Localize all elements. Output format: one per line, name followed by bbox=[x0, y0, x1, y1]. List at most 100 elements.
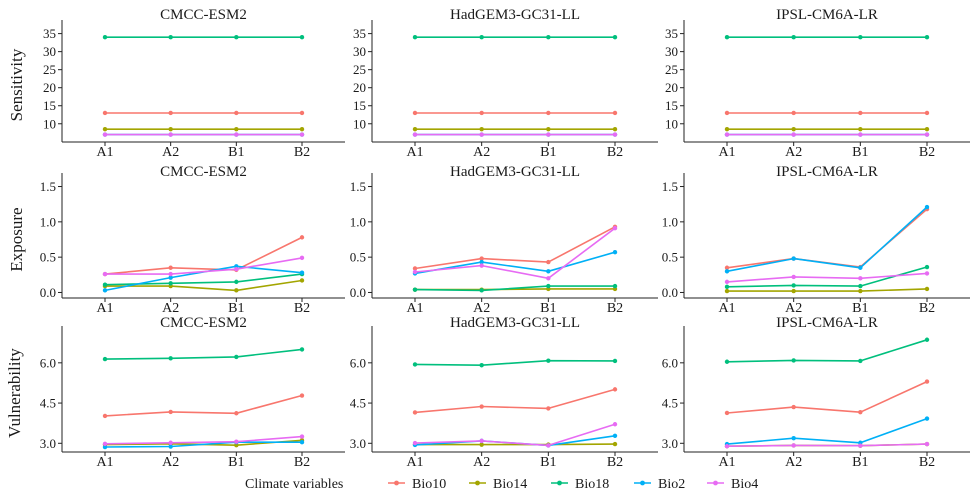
data-point-bio4 bbox=[724, 279, 730, 285]
series-line-bio4 bbox=[105, 257, 303, 275]
data-point-bio18 bbox=[234, 35, 239, 40]
y-tick-label: 15 bbox=[43, 98, 56, 113]
data-point-bio4 bbox=[791, 443, 796, 448]
data-point-bio14 bbox=[546, 126, 551, 132]
data-point-bio14 bbox=[299, 126, 305, 132]
data-point-bio2 bbox=[612, 250, 618, 255]
data-point-bio4 bbox=[546, 132, 551, 137]
data-point-bio2 bbox=[479, 259, 484, 265]
series-line-bio4 bbox=[414, 423, 616, 447]
y-tick-label: 25 bbox=[43, 62, 56, 77]
y-tick-label: 1.0 bbox=[40, 214, 56, 229]
data-point-bio2 bbox=[102, 444, 108, 450]
data-point-bio14 bbox=[234, 126, 239, 132]
data-point-bio10 bbox=[791, 110, 796, 116]
series-line-bio4 bbox=[104, 435, 303, 445]
data-point-bio10 bbox=[479, 404, 484, 409]
x-tick-label-a1: A1 bbox=[718, 301, 735, 316]
y-tick-label: 0.0 bbox=[350, 285, 366, 300]
x-tick-label-b1: B1 bbox=[852, 301, 868, 316]
series-line-bio10 bbox=[414, 388, 616, 414]
data-point-bio4 bbox=[168, 132, 173, 137]
x-tick-label-a2: A2 bbox=[785, 301, 802, 316]
series-line-bio10 bbox=[104, 394, 303, 417]
series-line-bio4 bbox=[726, 272, 928, 283]
data-point-bio14 bbox=[479, 126, 484, 132]
data-point-bio18 bbox=[412, 35, 418, 40]
data-point-bio10 bbox=[791, 404, 796, 410]
series-line-bio10 bbox=[726, 380, 928, 414]
legend-item-bio10: Bio10 bbox=[388, 477, 446, 491]
data-point-bio4 bbox=[102, 271, 108, 277]
data-point-bio2 bbox=[924, 416, 930, 421]
data-point-bio4 bbox=[924, 271, 930, 276]
x-tick-label-b1: B1 bbox=[540, 145, 556, 160]
y-tick-label: 10 bbox=[665, 116, 678, 131]
y-tick-label: 30 bbox=[353, 44, 366, 59]
panel-title: CMCC-ESM2 bbox=[160, 315, 247, 331]
data-point-bio4 bbox=[924, 132, 930, 137]
data-point-bio10 bbox=[546, 259, 551, 265]
data-point-bio10 bbox=[412, 266, 418, 271]
data-point-bio4 bbox=[612, 422, 618, 427]
data-point-bio4 bbox=[234, 132, 239, 137]
data-point-bio4 bbox=[299, 434, 305, 439]
data-point-bio10 bbox=[724, 110, 730, 116]
data-point-bio14 bbox=[858, 288, 863, 294]
legend-key-point bbox=[394, 480, 399, 486]
legend: Climate variables Bio10 Bio14 Bio18 Bio2 Bio4 bbox=[245, 477, 758, 491]
panel-exposure-ipsl-cm6a-lr: IPSL-CM6A-LR 0.0 0.5 1.0 1.5 A1 A2 B1 B2 bbox=[662, 164, 970, 316]
panel-sensitivity-ipsl-cm6a-lr: IPSL-CM6A-LR 10 15 20 25 30 35 A1 A2 B1 B2 bbox=[665, 7, 970, 160]
data-point-bio4 bbox=[546, 276, 551, 281]
panel-vulnerability-cmcc-esm2: CMCC-ESM2 3.0 4.5 6.0 A1 A2 B1 B2 bbox=[40, 315, 345, 470]
data-point-bio10 bbox=[612, 110, 618, 116]
data-point-bio18 bbox=[479, 35, 484, 40]
x-tick-label-a1: A1 bbox=[406, 301, 423, 316]
legend-item-bio4: Bio4 bbox=[707, 477, 758, 491]
data-point-bio4 bbox=[299, 132, 305, 137]
data-point-bio14 bbox=[102, 126, 108, 132]
data-point-bio14 bbox=[724, 288, 730, 294]
legend-key-point bbox=[475, 480, 480, 486]
data-point-bio10 bbox=[724, 410, 730, 416]
x-tick-label-b2: B2 bbox=[607, 145, 623, 160]
series-line-bio18 bbox=[104, 273, 303, 286]
series-line-bio10 bbox=[104, 236, 303, 275]
data-point-bio2 bbox=[791, 256, 796, 261]
y-tick-label: 35 bbox=[665, 26, 678, 41]
y-tick-label: 10 bbox=[43, 116, 56, 131]
y-axis-label-vulnerability: Vulnerability bbox=[5, 348, 24, 438]
y-tick-label: 3.0 bbox=[350, 436, 366, 451]
data-point-bio18 bbox=[168, 356, 173, 361]
data-point-bio18 bbox=[924, 35, 930, 40]
x-tick-label-a1: A1 bbox=[406, 145, 423, 160]
series-line-bio2 bbox=[726, 206, 928, 273]
data-point-bio14 bbox=[168, 126, 173, 132]
y-tick-label: 20 bbox=[353, 80, 366, 95]
data-point-bio4 bbox=[791, 132, 796, 137]
legend-key-point bbox=[713, 480, 718, 486]
y-tick-label: 4.5 bbox=[350, 396, 366, 411]
panel-title: HadGEM3-GC31-LL bbox=[450, 164, 580, 180]
x-tick-label-b2: B2 bbox=[294, 145, 310, 160]
y-tick-label: 3.0 bbox=[40, 436, 56, 451]
y-tick-label: 15 bbox=[353, 98, 366, 113]
y-tick-label: 1.0 bbox=[662, 214, 678, 229]
data-point-bio4 bbox=[724, 444, 730, 449]
panel-vulnerability-hadgem3-gc31-ll: HadGEM3-GC31-LL 3.0 4.5 6.0 A1 A2 B1 B2 bbox=[350, 315, 658, 470]
data-point-bio18 bbox=[791, 358, 796, 363]
series-line-bio14 bbox=[415, 443, 616, 446]
y-tick-label: 10 bbox=[353, 116, 366, 131]
data-point-bio18 bbox=[791, 283, 796, 288]
x-tick-label-a1: A1 bbox=[718, 145, 735, 160]
data-point-bio10 bbox=[234, 110, 239, 116]
data-point-bio18 bbox=[546, 35, 551, 40]
data-point-bio14 bbox=[724, 126, 730, 132]
data-point-bio18 bbox=[102, 356, 108, 362]
y-tick-label: 20 bbox=[665, 80, 678, 95]
x-tick-label-a2: A2 bbox=[473, 145, 490, 160]
y-tick-label: 6.0 bbox=[662, 355, 678, 370]
data-point-bio10 bbox=[412, 110, 418, 116]
legend-key-point bbox=[557, 480, 562, 486]
